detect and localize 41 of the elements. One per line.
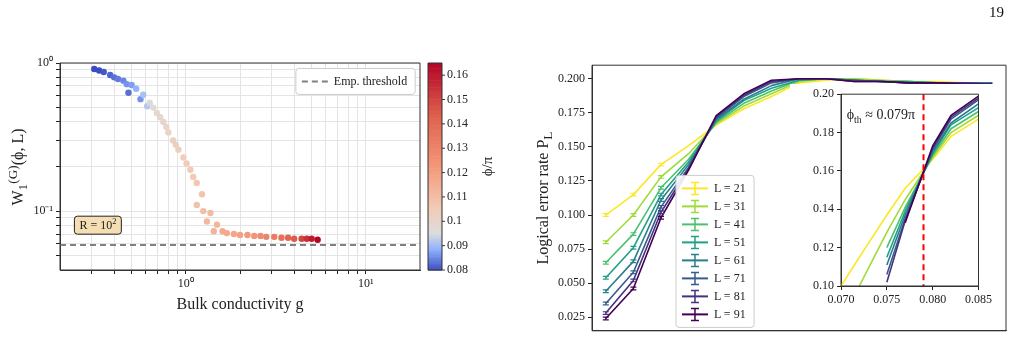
legend-label: L = 31	[713, 198, 746, 213]
x-axis-title: Bulk conductivity g	[176, 294, 304, 313]
color-bar-label: 0.11	[447, 189, 468, 204]
y-tick-label: 0.16	[813, 163, 834, 178]
x-tick-label: 0.075	[873, 292, 901, 307]
legend-label: L = 71	[713, 270, 746, 285]
x-tick-label: 10¹	[358, 276, 375, 291]
y-tick-label: 0.175	[558, 105, 585, 120]
y-tick-label: 0.20	[813, 86, 834, 101]
legend-label: L = 51	[713, 234, 746, 249]
color-bar-label: 0.15	[447, 91, 468, 106]
legend-label: L = 21	[713, 180, 746, 195]
color-bar-label: 0.13	[447, 140, 468, 155]
color-bar-title: ϕ/π	[478, 156, 495, 177]
color-bar-label: 0.08	[447, 262, 468, 277]
x-tick-label: 0.070	[827, 292, 855, 307]
y-tick-label: 10⁻¹	[33, 203, 54, 218]
legend-label: L = 91	[713, 306, 746, 321]
y-tick-label: 0.18	[813, 124, 834, 139]
y-tick-label: 0.100	[558, 207, 585, 222]
y-tick-label: 0.050	[558, 275, 585, 290]
legend-label: L = 41	[713, 216, 746, 231]
text: 19	[989, 4, 1004, 21]
color-bar-label: 0.16	[447, 67, 468, 82]
x-tick-label: 0.080	[919, 292, 947, 307]
y-tick-label: 0.150	[558, 139, 585, 154]
y-tick-label: 0.14	[813, 201, 834, 216]
y-tick-label: 0.025	[558, 309, 585, 324]
y-tick-label: 0.10	[813, 278, 834, 293]
color-bar-label: 0.12	[447, 164, 468, 179]
legend-label: L = 61	[713, 252, 746, 267]
y-tick-label: 0.125	[558, 173, 585, 188]
x-tick-label: 0.085	[965, 292, 992, 307]
color-bar-label: 0.14	[447, 116, 468, 131]
y-tick-label: 0.075	[558, 241, 585, 256]
color-bar-label: 0.1	[447, 213, 462, 228]
color-bar-label: 0.09	[447, 237, 468, 252]
y-tick-label: 0.12	[813, 239, 834, 254]
legend-label: Emp. threshold	[333, 73, 408, 88]
legend-label: L = 81	[713, 288, 746, 303]
y-tick-label: 0.200	[558, 70, 585, 85]
